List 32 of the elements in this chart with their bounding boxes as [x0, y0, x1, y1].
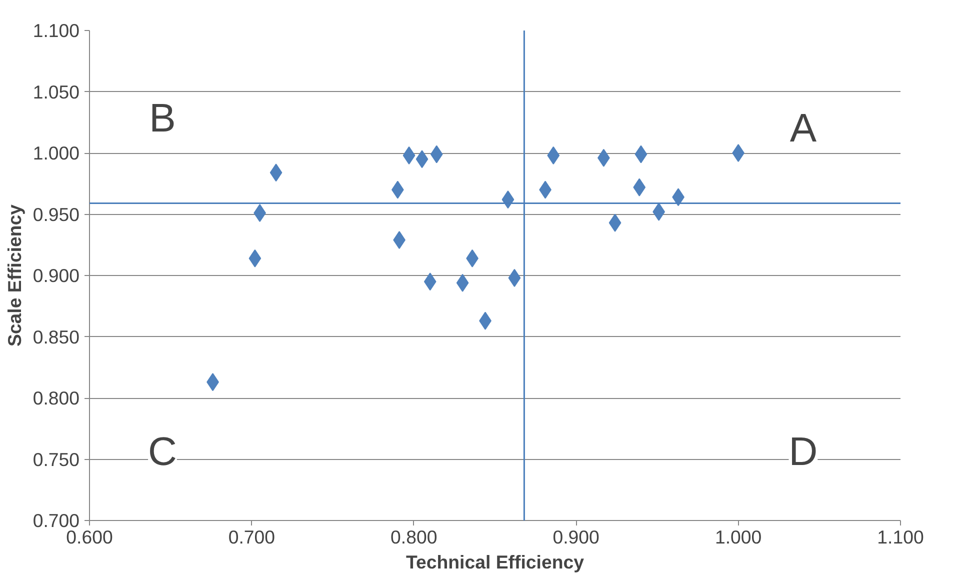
point: [508, 268, 521, 287]
x-tick-label: 0.900: [552, 526, 600, 548]
y-tick-label: 1.050: [32, 81, 80, 102]
x-tick-label: 0.700: [228, 526, 276, 548]
point: [416, 150, 428, 168]
y-tick-label: 0.900: [32, 265, 80, 286]
x-tick-label: 1.000: [714, 526, 762, 548]
point: [634, 145, 648, 164]
point: [430, 145, 443, 164]
point: [248, 249, 262, 268]
y-tick-label: 0.800: [32, 388, 80, 408]
point: [502, 190, 514, 209]
y-tick-label: 1.000: [32, 142, 80, 164]
x-tick-label: 0.800: [390, 526, 438, 548]
annotation: A: [790, 106, 817, 150]
point: [424, 272, 436, 291]
point: [633, 178, 646, 196]
point: [608, 214, 622, 232]
y-tick-label: 0.950: [32, 204, 80, 225]
y-axis-title: Scale Efficiency: [4, 204, 25, 347]
point: [547, 146, 560, 164]
point: [456, 274, 469, 292]
y-tick-label: 1.100: [32, 20, 80, 41]
annotation: D: [788, 430, 818, 474]
point: [270, 164, 282, 182]
x-axis-title: Technical Efficiency: [406, 552, 585, 572]
annotation: B: [149, 96, 176, 141]
annotation: C: [148, 430, 177, 474]
y-tick-label: 0.750: [32, 448, 80, 470]
y-tick-label: 0.850: [32, 326, 80, 348]
point: [402, 146, 416, 164]
x-tick-label: 1.100: [877, 526, 924, 548]
